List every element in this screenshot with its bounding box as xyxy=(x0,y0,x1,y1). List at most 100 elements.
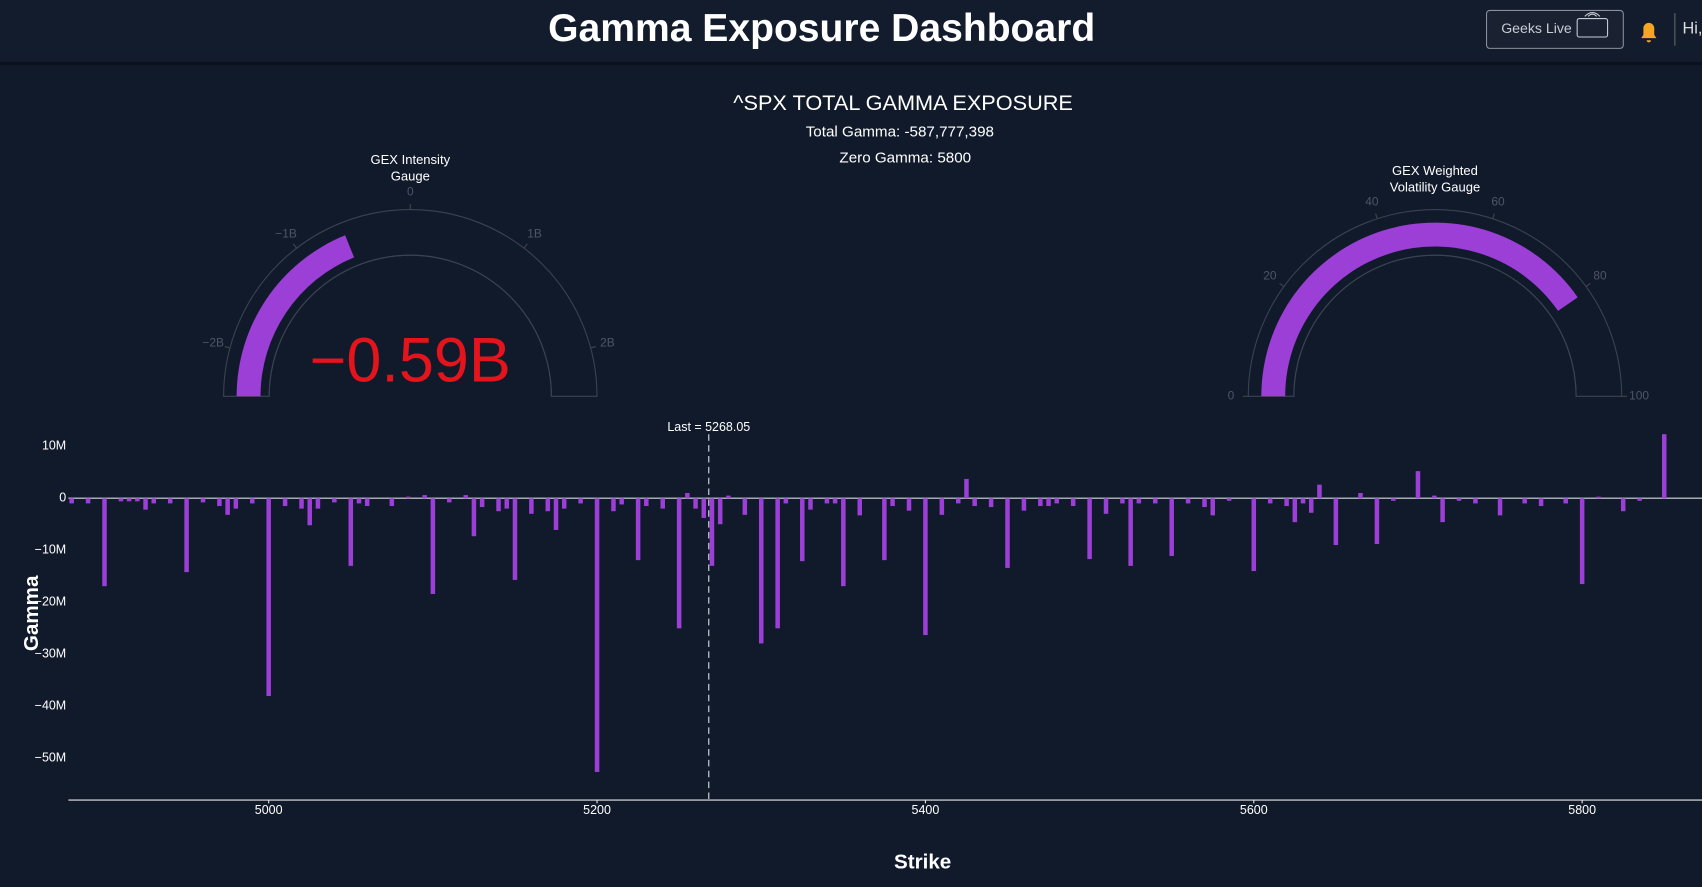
bar xyxy=(553,498,559,530)
bar xyxy=(126,498,132,502)
bar xyxy=(1046,498,1051,507)
x-tick-label: 5200 xyxy=(583,803,611,817)
bar xyxy=(496,498,501,512)
bar xyxy=(282,498,288,507)
bar xyxy=(1415,471,1421,499)
bar xyxy=(447,498,452,503)
gauge-title: Volatility Gauge xyxy=(1390,179,1480,194)
bell-icon[interactable] xyxy=(1641,22,1657,43)
bar xyxy=(102,498,107,587)
bar xyxy=(184,498,189,573)
page-title: Gamma Exposure Dashboard xyxy=(548,7,1095,50)
bar xyxy=(1021,498,1027,511)
bar xyxy=(315,498,321,509)
bar xyxy=(167,498,173,504)
bar xyxy=(1391,498,1396,501)
gauge-title: Gauge xyxy=(391,168,430,183)
bar xyxy=(1538,498,1544,507)
bar xyxy=(1202,498,1207,508)
bar xyxy=(635,498,641,561)
bar xyxy=(832,498,838,504)
bar xyxy=(1308,498,1314,513)
gauge-tick xyxy=(292,243,298,249)
bar xyxy=(676,498,682,629)
gauge-title: GEX Weighted xyxy=(1392,163,1478,178)
bar xyxy=(1210,498,1215,516)
bar xyxy=(717,498,723,525)
button-label[interactable]: Geeks Live xyxy=(1501,20,1572,36)
bar xyxy=(578,498,583,504)
gauge-tick xyxy=(523,243,528,249)
bar xyxy=(758,498,764,644)
bar xyxy=(135,498,140,502)
bar xyxy=(775,498,780,629)
bar xyxy=(709,498,715,566)
x-axis-title: Strike xyxy=(894,850,951,873)
bar xyxy=(890,498,895,507)
bar xyxy=(1300,498,1306,504)
bar xyxy=(1432,495,1437,499)
bar xyxy=(841,498,846,587)
bar xyxy=(299,498,304,509)
bar xyxy=(882,498,887,561)
bar xyxy=(1620,498,1626,512)
gauge-tick-label: 2B xyxy=(600,336,615,350)
bar xyxy=(1440,498,1445,523)
bar xyxy=(143,498,148,510)
total-gamma: Total Gamma: -587,777,398 xyxy=(806,124,994,141)
bar xyxy=(463,495,468,499)
gauge-tick xyxy=(1375,213,1378,219)
header-bar xyxy=(0,0,1702,62)
gauge-value-bar xyxy=(236,235,355,397)
greeting: Hi, xyxy=(1682,20,1702,38)
bar xyxy=(1317,484,1322,499)
bar xyxy=(512,498,518,580)
bar xyxy=(200,498,206,503)
bar xyxy=(422,495,427,499)
bar xyxy=(1292,498,1298,523)
bar xyxy=(233,498,239,509)
bar xyxy=(85,498,91,504)
bar xyxy=(923,498,928,636)
gauge-inner xyxy=(268,254,552,397)
gauge-tick-label: 100 xyxy=(1629,388,1649,402)
bar xyxy=(972,498,977,507)
bar xyxy=(118,498,124,502)
bar xyxy=(1185,498,1191,504)
bar xyxy=(389,498,395,507)
x-tick-label: 5400 xyxy=(912,803,940,817)
geeks-live-button[interactable] xyxy=(1485,9,1624,49)
gauge-value-bar xyxy=(1261,222,1578,397)
bar xyxy=(225,498,230,515)
gauge-tick-label: 40 xyxy=(1365,194,1379,208)
bar xyxy=(69,498,74,504)
bar xyxy=(1358,492,1363,499)
bar xyxy=(529,498,534,514)
x-tick-label: 5000 xyxy=(255,803,283,817)
bar xyxy=(619,498,624,505)
bar xyxy=(1054,498,1060,504)
gauge-tick-label: 20 xyxy=(1263,268,1277,282)
bar xyxy=(1128,498,1133,566)
bar xyxy=(1267,498,1273,504)
bar xyxy=(611,498,616,512)
y-tick-label: −30M xyxy=(35,647,67,661)
bar xyxy=(857,498,863,516)
bar xyxy=(939,498,945,515)
bar xyxy=(1087,498,1092,560)
bar xyxy=(1226,498,1232,501)
bar xyxy=(800,498,805,562)
bar xyxy=(693,498,698,509)
bar xyxy=(307,498,312,526)
bar xyxy=(1456,498,1462,501)
bar xyxy=(964,478,969,499)
bar xyxy=(644,498,649,507)
gauge-tick xyxy=(1279,282,1285,287)
bar xyxy=(1563,498,1568,504)
bar xyxy=(405,496,411,499)
bar xyxy=(1153,498,1158,504)
gauge-tick-label: 0 xyxy=(1228,388,1235,402)
bar xyxy=(685,492,690,499)
bar xyxy=(742,498,748,515)
bar xyxy=(1005,498,1010,568)
